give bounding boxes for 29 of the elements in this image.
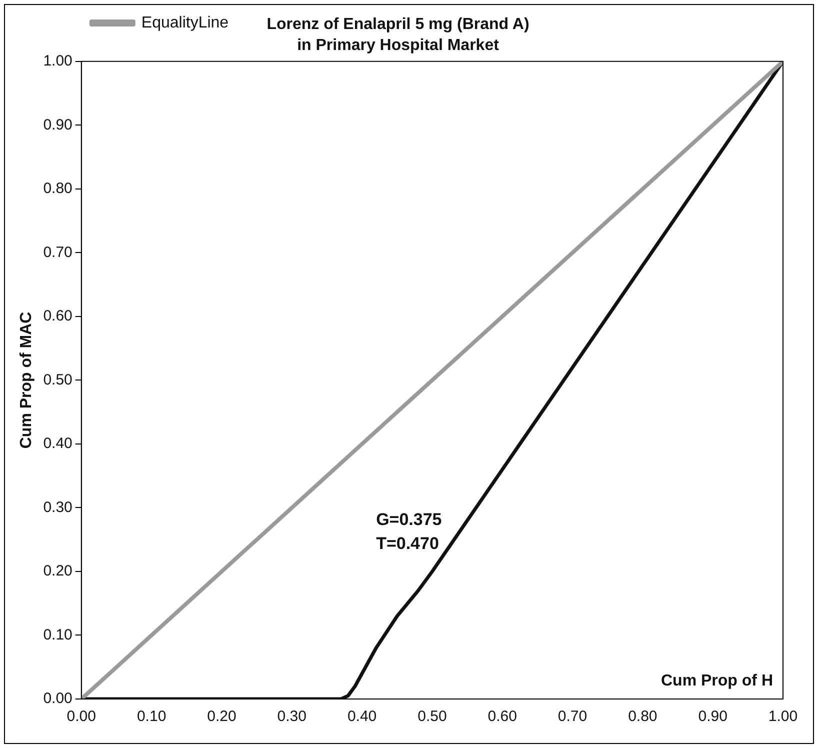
y-tick-label: 0.70 bbox=[43, 244, 72, 261]
x-tick-label: 0.20 bbox=[207, 708, 236, 726]
legend-label: EqualityLine bbox=[141, 14, 229, 32]
y-tick-label: 0.80 bbox=[43, 180, 72, 198]
y-tick-label: 1.00 bbox=[43, 52, 72, 70]
y-tick-label: 0.60 bbox=[43, 308, 72, 325]
y-tick-label: 0.40 bbox=[43, 435, 72, 452]
chart-title: Lorenz of Enalapril 5 mg (Brand A) bbox=[266, 16, 530, 34]
y-tick-label: 0.50 bbox=[43, 371, 72, 388]
annotation: T=0.470 bbox=[376, 534, 439, 554]
x-tick-label: 0.70 bbox=[558, 708, 588, 726]
x-axis-title: Cum Prop of H bbox=[661, 672, 773, 690]
x-tick-label: 0.60 bbox=[488, 708, 517, 726]
x-tick-label: 0.00 bbox=[66, 708, 96, 726]
chart-subtitle: in Primary Hospital Market bbox=[297, 37, 500, 54]
x-tick-label: 0.90 bbox=[698, 708, 728, 726]
y-tick-label: 0.30 bbox=[43, 498, 72, 516]
y-tick-label: 0.10 bbox=[43, 626, 72, 644]
annotation: G=0.375 bbox=[376, 510, 442, 530]
x-tick-label: 0.10 bbox=[136, 708, 166, 726]
y-tick-label: 0.90 bbox=[43, 116, 72, 134]
y-tick-label: 0.20 bbox=[43, 562, 72, 580]
x-tick-label: 1.00 bbox=[768, 708, 798, 726]
x-tick-label: 0.40 bbox=[347, 708, 377, 726]
x-tick-label: 0.50 bbox=[418, 708, 447, 726]
y-axis-title: Cum Prop of MAC bbox=[18, 311, 36, 449]
x-tick-label: 0.30 bbox=[277, 708, 306, 726]
y-tick-label: 0.00 bbox=[43, 690, 72, 708]
x-tick-label: 0.80 bbox=[628, 708, 658, 726]
